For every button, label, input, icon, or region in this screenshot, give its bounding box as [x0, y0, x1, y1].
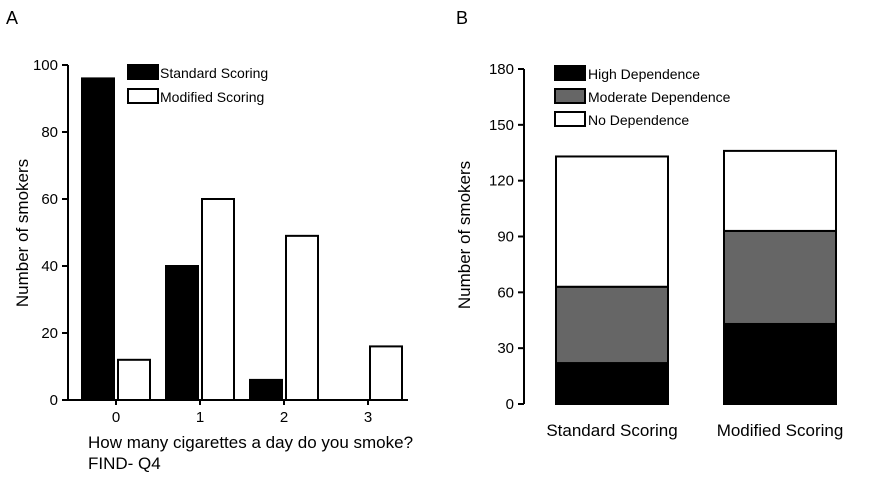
chart-b-legend-swatch — [554, 88, 586, 104]
chart-a-y-tick-label: 0 — [50, 392, 58, 409]
chart-b-ylabel: Number of smokers — [455, 161, 474, 309]
chart-a-xlabel-2: FIND- Q4 — [88, 454, 161, 473]
chart-a-x-tick-label: 2 — [280, 409, 288, 426]
chart-a-legend-swatch — [127, 64, 159, 80]
chart-b-y-tick-label: 60 — [497, 284, 514, 301]
chart-b-legend-swatch — [554, 111, 586, 127]
chart-a-x-tick-label: 0 — [112, 409, 120, 426]
chart-b-y-tick-label: 150 — [489, 117, 514, 134]
chart-b-y-tick-label: 0 — [506, 396, 514, 413]
chart-a-bar-modified — [201, 198, 235, 401]
chart-b-y-tick-label: 180 — [489, 61, 514, 78]
chart-b-legend-swatch — [554, 65, 586, 81]
chart-b-legend-label: No Dependence — [588, 112, 689, 128]
chart-a-bar-standard — [249, 378, 283, 401]
panel-b-label: B — [456, 8, 468, 28]
chart-b-segment-moderate — [555, 285, 669, 365]
chart-a-bar-modified — [117, 358, 151, 401]
chart-a-bar-standard — [81, 77, 115, 402]
chart-b-x-tick-label: Modified Scoring — [717, 421, 844, 440]
chart-b: Number of smokers 0 30 60 90 120 150 180 Standa… — [455, 61, 843, 440]
chart-a-y-tick-label: 40 — [41, 258, 58, 275]
chart-b-segment-none — [723, 149, 837, 232]
chart-a-ylabel: Number of smokers — [13, 159, 32, 307]
chart-b-segment-moderate — [723, 229, 837, 325]
chart-b-segment-high — [723, 322, 837, 406]
chart-a-bar-standard — [165, 265, 199, 401]
chart-b-legend-label: Moderate Dependence — [588, 89, 731, 105]
chart-a-legend-label: Modified Scoring — [160, 89, 264, 105]
chart-b-legend-label: High Dependence — [588, 66, 700, 82]
chart-a-legend-swatch — [127, 88, 159, 104]
chart-a-y-tick-label: 20 — [41, 325, 58, 342]
chart-a-legend-label: Standard Scoring — [160, 65, 268, 81]
chart-a-xlabel: How many cigarettes a day do you smoke? — [88, 433, 413, 452]
chart-b-y-tick-label: 30 — [497, 340, 514, 357]
chart-a-y-tick-label: 80 — [41, 124, 58, 141]
chart-a-y-tick-label: 100 — [33, 57, 58, 74]
panel-a-label: A — [6, 8, 18, 28]
chart-a-bar-modified — [369, 345, 403, 401]
chart-b-y-tick-label: 90 — [497, 229, 514, 246]
chart-b-segment-none — [555, 155, 669, 288]
chart-a: Number of smokers How many cigarettes a … — [13, 57, 413, 473]
chart-b-segment-high — [555, 362, 669, 405]
chart-a-bar-modified — [285, 234, 319, 401]
chart-a-y-tick-label: 60 — [41, 191, 58, 208]
chart-a-x-tick-label: 3 — [364, 409, 372, 426]
chart-a-x-tick-label: 1 — [196, 409, 204, 426]
chart-b-x-tick-label: Standard Scoring — [546, 421, 677, 440]
chart-b-y-tick-label: 120 — [489, 173, 514, 190]
